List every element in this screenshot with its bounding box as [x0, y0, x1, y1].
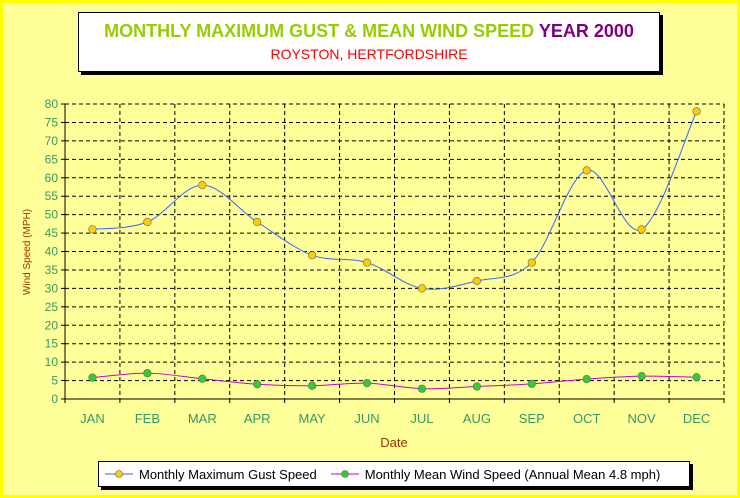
legend-label-mean: Monthly Mean Wind Speed (Annual Mean 4.8…: [364, 466, 661, 482]
x-tick-label-jan: JAN: [80, 411, 105, 426]
y-tick-label: 30: [45, 281, 59, 295]
x-tick-label-feb: FEB: [135, 411, 160, 426]
point-mean-jun: [362, 379, 372, 388]
chart-subtitle: ROYSTON, HERTFORDSHIRE: [270, 46, 468, 62]
point-mean-mar: [198, 374, 207, 383]
legend-swatch-mean: [330, 470, 359, 478]
series-line-gust: [92, 111, 697, 290]
grid-layer: [65, 103, 725, 399]
y-tick-label: 60: [45, 171, 59, 185]
legend-label-gust: Monthly Maximum Gust Speed: [139, 466, 317, 482]
point-mean-sep: [527, 379, 536, 388]
x-tick-label-mar: MAR: [188, 411, 217, 426]
y-tick-label: 20: [45, 318, 59, 332]
point-gust-may: [308, 251, 317, 260]
y-tick-label: 0: [51, 392, 58, 406]
title-box: MONTHLY MAXIMUM GUST & MEAN WIND SPEED Y…: [78, 12, 660, 72]
x-axis-title: Date: [380, 435, 407, 450]
y-tick-label: 70: [45, 134, 59, 148]
point-mean-jan: [88, 373, 97, 382]
y-tick-label: 45: [45, 226, 59, 240]
y-tick-label: 75: [45, 115, 59, 129]
y-tick-label: 50: [45, 208, 59, 222]
point-gust-jun: [362, 258, 372, 267]
legend-item-gust: Monthly Maximum Gust Speed: [105, 467, 317, 482]
point-gust-jan: [88, 225, 97, 234]
point-gust-dec: [692, 107, 701, 116]
point-gust-apr: [253, 217, 262, 227]
axis-layer: 0 5 10 15 20 25 30 35 40 45 50 55 60 65 70 75 80 JAN FEB MA…: [45, 97, 725, 426]
y-tick-label: 5: [51, 374, 58, 388]
point-mean-feb: [143, 369, 152, 378]
point-mean-nov: [637, 372, 646, 381]
series-line-mean: [92, 372, 697, 390]
x-tick-label-aug: AUG: [463, 411, 491, 426]
point-gust-aug: [472, 276, 481, 286]
x-tick-label-apr: APR: [244, 411, 271, 426]
x-tick-label-sep: SEP: [519, 411, 545, 426]
legend: Monthly Maximum Gust Speed Monthly Mean …: [98, 461, 690, 487]
point-mean-dec: [692, 373, 701, 382]
y-tick-label: 35: [45, 263, 59, 277]
chart-title-year-label: YEAR: [538, 21, 589, 41]
x-tick-label-jun: JUN: [354, 411, 379, 426]
chart-title-main: MONTHLY MAXIMUM GUST & MEAN WIND SPEED: [104, 21, 535, 41]
point-mean-oct: [582, 374, 591, 384]
y-tick-label: 25: [45, 300, 59, 314]
point-gust-mar: [198, 181, 207, 190]
point-mean-aug: [472, 382, 481, 391]
y-tick-label: 55: [45, 189, 59, 203]
y-tick-label: 40: [45, 245, 59, 259]
point-mean-jul: [417, 384, 427, 393]
point-gust-feb: [143, 217, 152, 227]
point-gust-nov: [637, 225, 646, 234]
point-gust-jul: [417, 284, 427, 293]
y-tick-label: 10: [45, 355, 59, 369]
x-tick-label-dec: DEC: [683, 411, 710, 426]
point-gust-oct: [582, 166, 591, 175]
x-tick-label-nov: NOV: [628, 411, 657, 426]
point-mean-apr: [253, 380, 262, 389]
point-gust-sep: [527, 258, 536, 267]
y-tick-label: 65: [45, 152, 59, 166]
legend-item-mean: Monthly Mean Wind Speed (Annual Mean 4.8…: [330, 466, 661, 482]
x-tick-label-jul: JUL: [410, 411, 433, 426]
x-tick-label-oct: OCT: [573, 411, 601, 426]
point-mean-may: [308, 381, 317, 390]
series-layer: [88, 107, 701, 393]
y-tick-label: 15: [45, 337, 59, 351]
y-axis-title: Wind Speed (MPH): [22, 209, 33, 295]
legend-swatch-gust: [105, 470, 133, 478]
chart-title-year: 2000: [593, 21, 634, 41]
chart-title: MONTHLY MAXIMUM GUST & MEAN WIND SPEED Y…: [79, 21, 659, 42]
x-tick-label-may: MAY: [299, 411, 327, 426]
y-tick-label: 80: [45, 97, 59, 111]
